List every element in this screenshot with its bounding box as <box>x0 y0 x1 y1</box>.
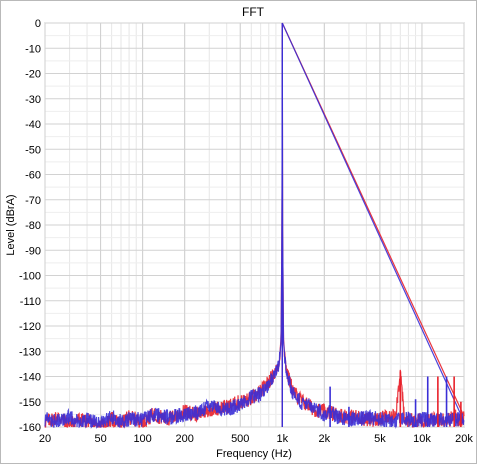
y-tick-label: -130 <box>19 346 41 358</box>
x-axis-label: Frequency (Hz) <box>216 448 292 460</box>
y-tick-label: -80 <box>25 220 41 232</box>
x-tick-label: 20 <box>39 433 51 445</box>
y-tick-label: -60 <box>25 170 41 182</box>
y-tick-label: -160 <box>19 422 41 434</box>
y-tick-label: -110 <box>20 296 41 308</box>
y-tick-label: -150 <box>19 397 41 409</box>
chart-title: FFT <box>242 5 265 19</box>
y-tick-label: -100 <box>19 271 41 283</box>
x-tick-label: 1k <box>276 433 288 445</box>
y-tick-label: -120 <box>19 321 41 333</box>
y-tick-label: -40 <box>25 119 41 131</box>
x-tick-label: 100 <box>133 433 151 445</box>
x-tick-labels: 20 50 100 200 500 1k 2k 5k 10k 20k <box>39 433 473 445</box>
series-layer <box>44 22 465 430</box>
y-tick-label: -50 <box>25 144 41 156</box>
y-tick-labels: 0 -10 -20 -30 -40 -50 -60 -70 -80 -90 -100 -110 -120… <box>19 18 41 434</box>
x-tick-label: 500 <box>231 433 249 445</box>
x-tick-label: 50 <box>94 433 106 445</box>
y-tick-label: -20 <box>25 69 41 81</box>
x-tick-label: 200 <box>175 433 193 445</box>
x-tick-label: 5k <box>374 433 386 445</box>
x-tick-label: 2k <box>319 433 331 445</box>
y-tick-label: 0 <box>35 18 41 30</box>
y-axis-label: Level (dBrA) <box>5 194 17 255</box>
y-tick-label: -70 <box>25 195 41 207</box>
x-tick-label: 10k <box>413 433 431 445</box>
x-tick-label: 20k <box>455 433 473 445</box>
y-tick-label: -90 <box>25 245 41 257</box>
y-tick-label: -140 <box>19 372 41 384</box>
harmonic-spikes <box>329 371 462 427</box>
y-tick-label: -10 <box>25 43 41 55</box>
y-tick-label: -30 <box>25 94 41 106</box>
series-line-1 <box>44 22 465 430</box>
